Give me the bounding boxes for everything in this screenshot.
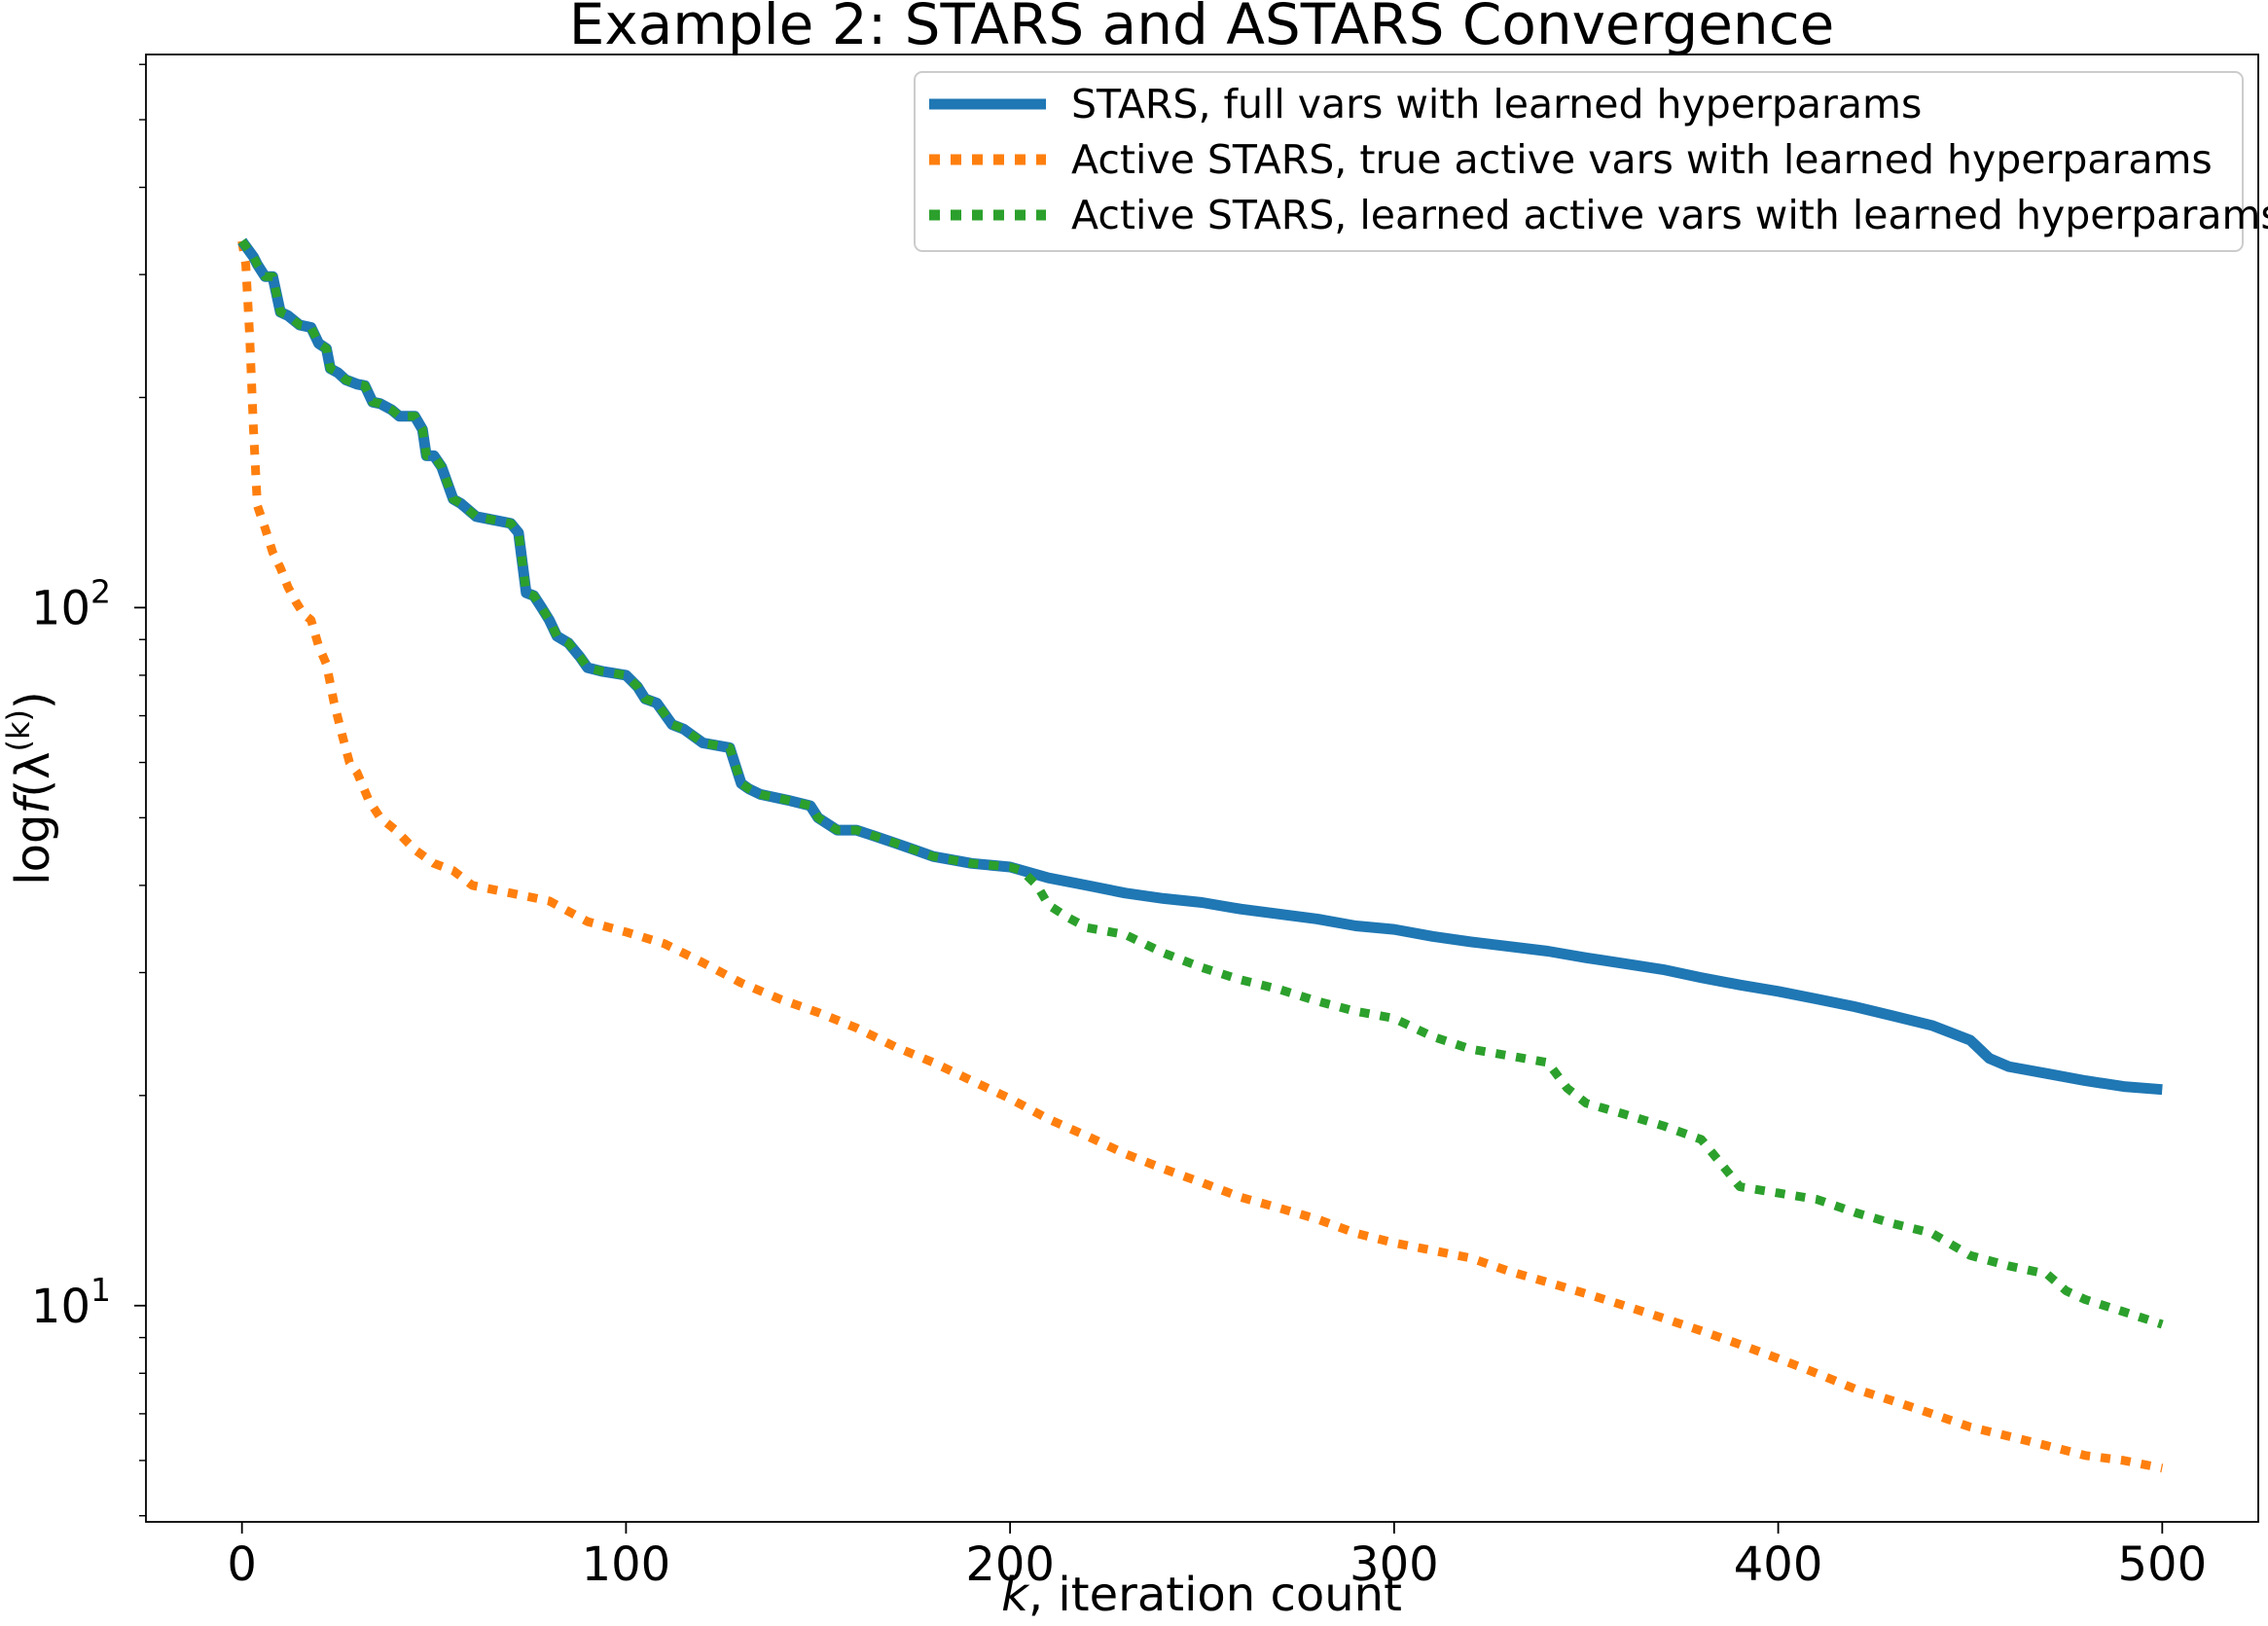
legend: STARS, full vars with learned hyperparam… <box>914 71 2268 252</box>
x-axis-label: k, iteration count <box>1001 1568 1402 1622</box>
y-axis-label: logf(λ(k)) <box>0 691 60 885</box>
y-tick-label-1: 102 <box>31 572 111 635</box>
legend-box <box>914 71 2244 252</box>
chart-title: Example 2: STARS and ASTARS Convergence <box>569 0 1835 57</box>
series-line-1 <box>237 240 2164 1473</box>
x-tick-label-2: 200 <box>965 1537 1055 1592</box>
series-line-0 <box>237 237 2163 1096</box>
x-tick-label-1: 100 <box>582 1537 671 1592</box>
tick-layer: 0 100 200 300 400 500 101 102 <box>31 63 2208 1592</box>
series-line-2 <box>238 238 2164 1329</box>
plot-frame <box>145 54 2259 1523</box>
x-tick-label-4: 400 <box>1734 1537 1823 1592</box>
y-tick-label-0: 101 <box>31 1271 111 1334</box>
series-layer <box>237 237 2164 1473</box>
x-tick-label-0: 0 <box>227 1537 257 1592</box>
x-tick-label-5: 500 <box>2118 1537 2208 1592</box>
x-tick-label-3: 300 <box>1350 1537 1439 1592</box>
legend-label-astars-true: Active STARS, true active vars with lear… <box>1071 136 2213 183</box>
legend-label-astars-learned: Active STARS, learned active vars with l… <box>1071 192 2268 238</box>
legend-label-stars: STARS, full vars with learned hyperparam… <box>1071 81 1922 127</box>
